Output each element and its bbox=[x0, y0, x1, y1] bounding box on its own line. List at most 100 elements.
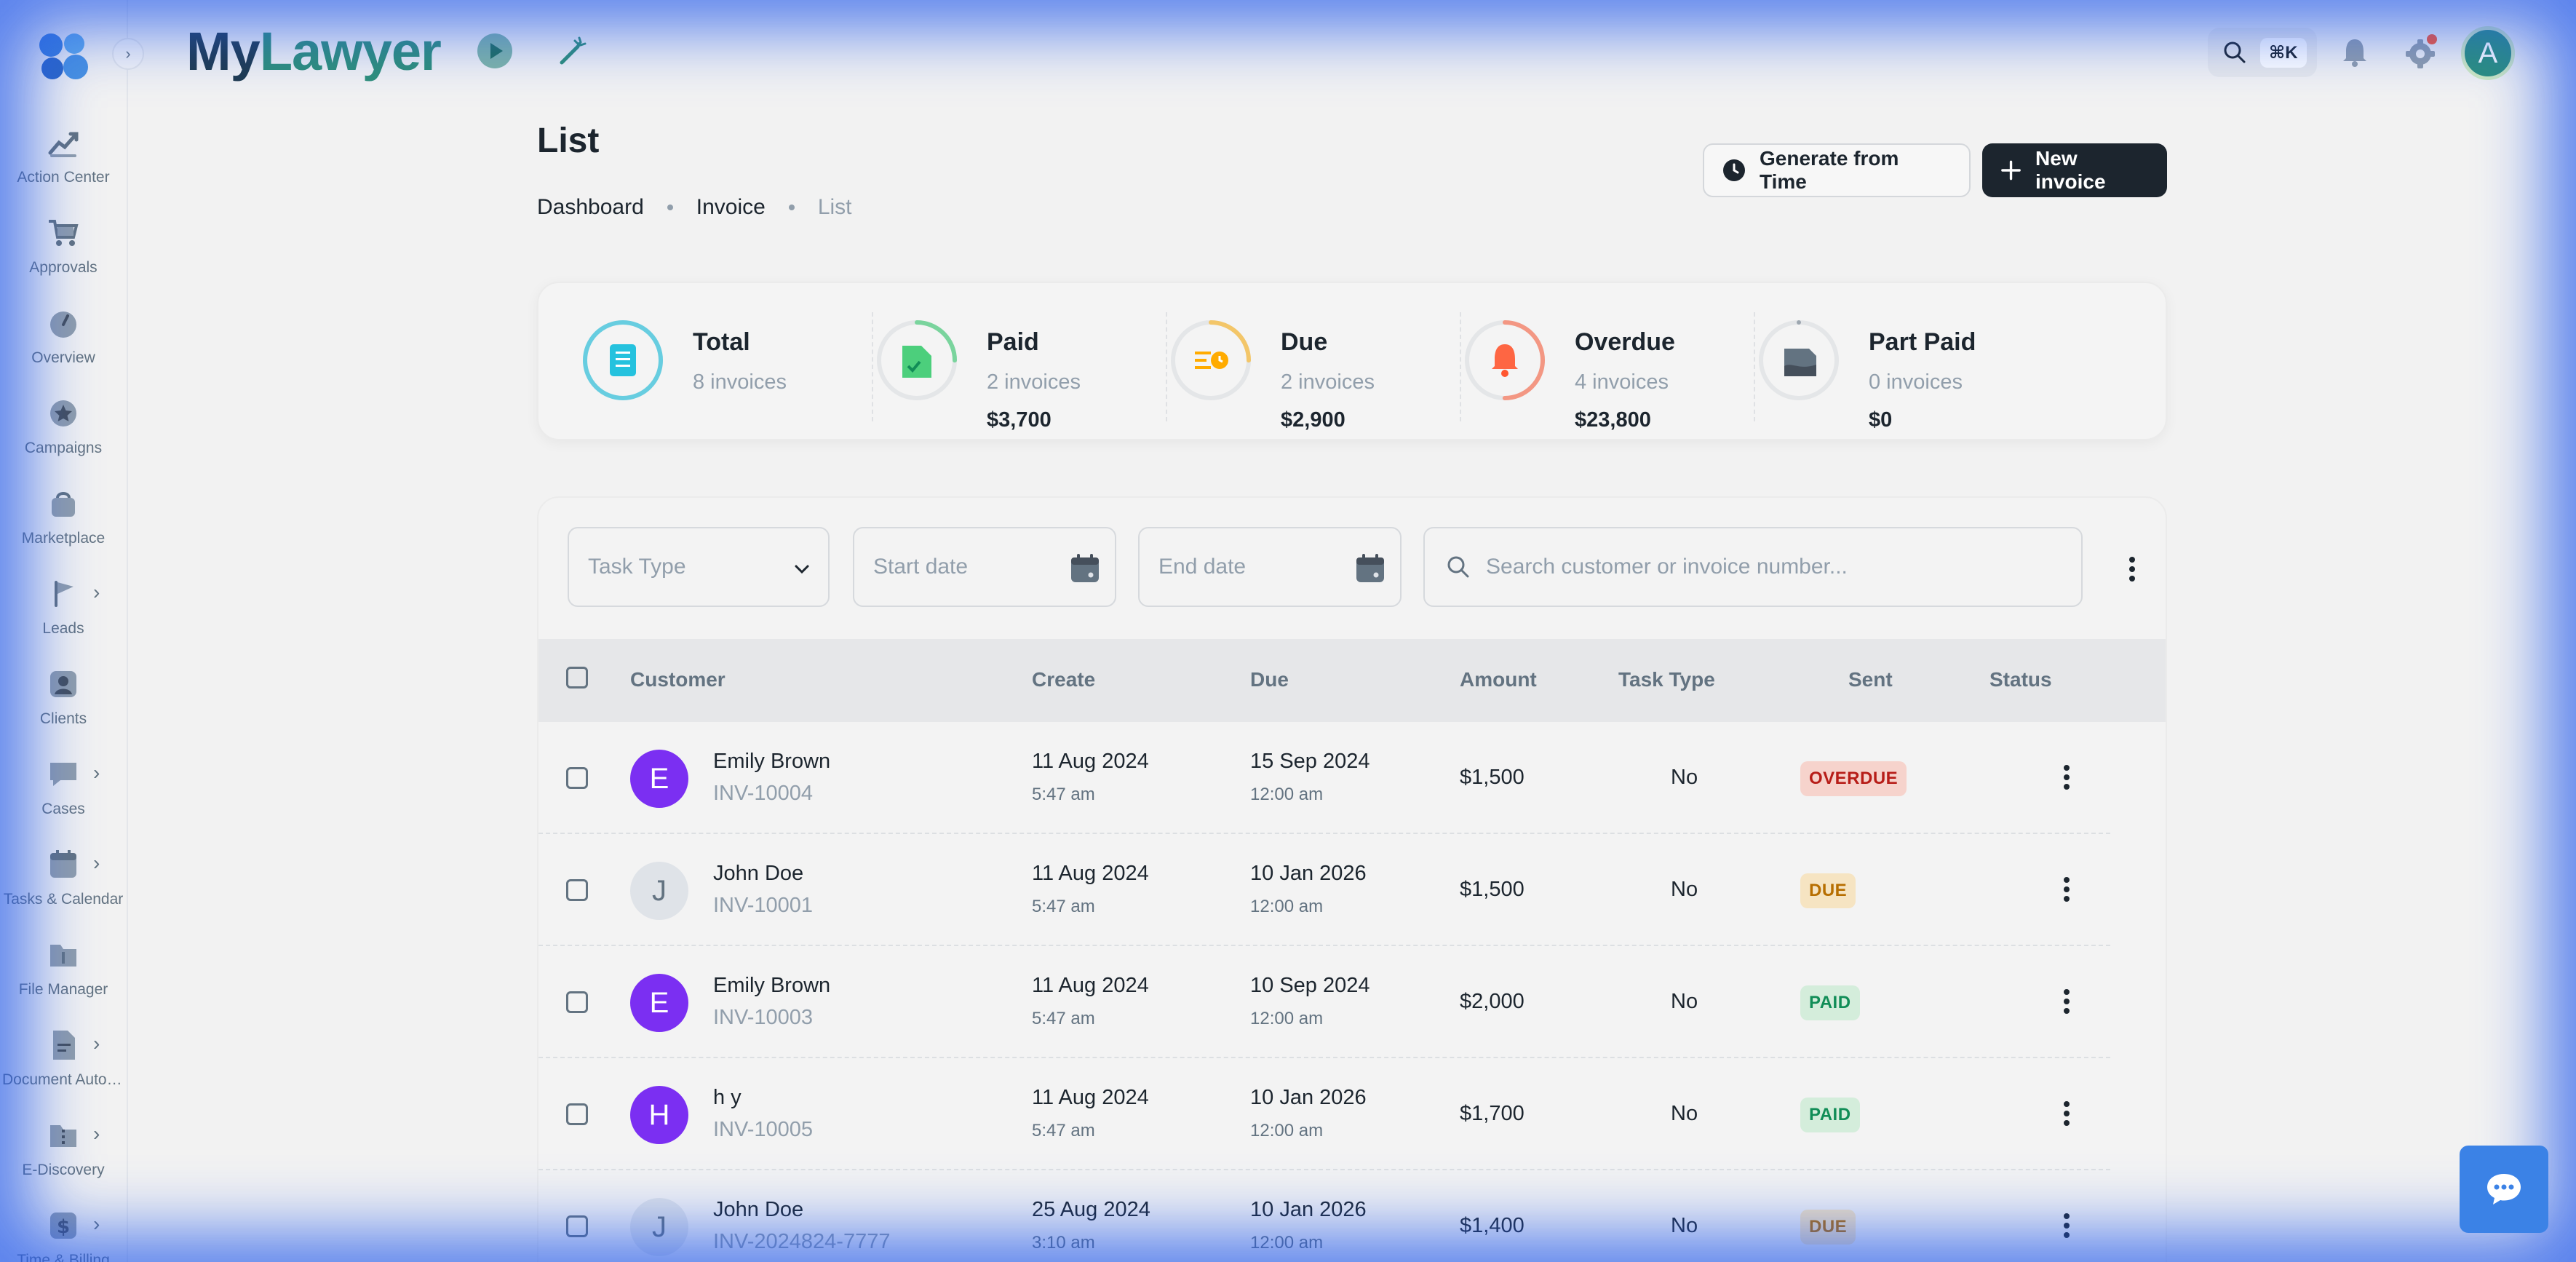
chevron-right-icon: › bbox=[93, 1213, 100, 1235]
new-invoice-button[interactable]: New invoice bbox=[1982, 143, 2167, 197]
summary-divider bbox=[872, 312, 873, 421]
create-time: 5:47 am bbox=[1032, 1121, 1095, 1140]
bag-icon bbox=[52, 492, 75, 517]
more-vertical-icon[interactable] bbox=[2059, 763, 2074, 792]
sidebar-item-e-discovery[interactable]: E-Discovery › bbox=[0, 1111, 127, 1191]
sidebar-item-file-manager[interactable]: File Manager bbox=[0, 930, 127, 1010]
customer-name[interactable]: John Doe bbox=[713, 1198, 804, 1221]
table-row[interactable]: J John Doe INV-2024824-7777 25 Aug 2024 3:10… bbox=[538, 1170, 2110, 1262]
due-date: 10 Jan 2026 bbox=[1250, 862, 1367, 885]
progress-ring-icon bbox=[583, 320, 663, 400]
invoice-number[interactable]: INV-10004 bbox=[713, 782, 814, 805]
column-header-customer[interactable]: Customer bbox=[630, 668, 726, 691]
chat-support-button[interactable] bbox=[2460, 1146, 2548, 1233]
more-vertical-icon[interactable] bbox=[2059, 987, 2074, 1016]
customer-name[interactable]: h y bbox=[713, 1086, 742, 1109]
due-time: 12:00 am bbox=[1250, 1009, 1324, 1028]
invoice-number[interactable]: INV-10003 bbox=[713, 1006, 814, 1029]
sidebar-item-campaigns[interactable]: Campaigns bbox=[0, 389, 127, 469]
sidebar-item-tasks-calendar[interactable]: Tasks & Calendar › bbox=[0, 840, 127, 920]
column-header-status[interactable]: Status bbox=[1989, 668, 2052, 691]
breadcrumb-separator bbox=[788, 205, 795, 210]
sidebar-item-overview[interactable]: Overview bbox=[0, 298, 127, 378]
row-checkbox[interactable] bbox=[566, 1103, 588, 1125]
column-header-create[interactable]: Create bbox=[1032, 668, 1096, 691]
user-avatar[interactable]: A bbox=[2461, 26, 2515, 80]
sidebar-item-label: Tasks & Calendar bbox=[3, 891, 124, 908]
chevron-right-icon: › bbox=[93, 581, 100, 603]
select-all-checkbox[interactable] bbox=[566, 667, 588, 688]
generate-from-time-button[interactable]: Generate from Time bbox=[1703, 143, 1971, 197]
customer-avatar: H bbox=[630, 1086, 688, 1144]
sidebar-item-action-center[interactable]: Action Center bbox=[0, 118, 127, 198]
customer-name[interactable]: Emily Brown bbox=[713, 750, 831, 773]
status-badge: DUE bbox=[1800, 873, 1856, 908]
more-vertical-icon[interactable] bbox=[2059, 875, 2074, 904]
calendar-icon[interactable] bbox=[1070, 553, 1100, 584]
create-date: 11 Aug 2024 bbox=[1032, 750, 1149, 773]
progress-ring-icon bbox=[1171, 320, 1251, 400]
sidebar-item-clients[interactable]: Clients bbox=[0, 659, 127, 739]
sidebar-item-label: Leads bbox=[42, 620, 84, 637]
sidebar-item-marketplace[interactable]: Marketplace bbox=[0, 479, 127, 559]
brand-wordmark[interactable]: MyLawyer bbox=[186, 20, 442, 82]
invoice-amount: $1,400 bbox=[1460, 1214, 1524, 1237]
invoice-number[interactable]: INV-10005 bbox=[713, 1118, 814, 1141]
start-date-input[interactable]: Start date bbox=[853, 527, 1116, 607]
column-header-sent[interactable]: Sent bbox=[1848, 668, 1893, 691]
column-header-amount[interactable]: Amount bbox=[1460, 668, 1537, 691]
sidebar-item-leads[interactable]: Leads › bbox=[0, 569, 127, 649]
more-vertical-icon[interactable] bbox=[2059, 1099, 2074, 1128]
app-logo-icon[interactable] bbox=[36, 29, 92, 84]
bell-icon[interactable] bbox=[2337, 35, 2372, 70]
folder-zip-icon bbox=[50, 1125, 76, 1147]
column-header-task-type[interactable]: Task Type bbox=[1618, 668, 1715, 691]
status-badge: DUE bbox=[1800, 1210, 1856, 1245]
brand-part-lawyer: Lawyer bbox=[259, 21, 442, 82]
global-search-button[interactable]: ⌘K bbox=[2208, 28, 2317, 77]
calendar-icon[interactable] bbox=[1355, 553, 1386, 584]
customer-name[interactable]: Emily Brown bbox=[713, 974, 831, 997]
settings-gear-icon[interactable] bbox=[2401, 33, 2439, 71]
sidebar-item-label: File Manager bbox=[18, 981, 108, 998]
magic-wand-icon[interactable] bbox=[553, 32, 591, 70]
breadcrumb-dashboard[interactable]: Dashboard bbox=[537, 195, 644, 219]
due-time: 12:00 am bbox=[1250, 897, 1324, 916]
play-circle-icon[interactable] bbox=[476, 32, 514, 70]
summary-amount: $23,800 bbox=[1575, 408, 1651, 432]
table-row[interactable]: E Emily Brown INV-10004 11 Aug 2024 5:47 am 1… bbox=[538, 722, 2110, 834]
progress-ring-icon bbox=[1759, 320, 1839, 400]
breadcrumb-separator bbox=[667, 205, 673, 210]
end-date-input[interactable]: End date bbox=[1138, 527, 1402, 607]
sidebar-item-document-automation[interactable]: Document Automation › bbox=[0, 1020, 127, 1100]
sidebar-item-approvals[interactable]: Approvals bbox=[0, 208, 127, 288]
customer-name[interactable]: John Doe bbox=[713, 862, 804, 885]
more-vertical-icon[interactable] bbox=[2125, 555, 2139, 584]
row-checkbox[interactable] bbox=[566, 1215, 588, 1237]
row-checkbox[interactable] bbox=[566, 991, 588, 1013]
customer-avatar: J bbox=[630, 862, 688, 920]
sidebar-collapse-button[interactable]: › bbox=[112, 38, 144, 70]
invoice-number[interactable]: INV-10001 bbox=[713, 894, 814, 917]
sidebar-item-cases[interactable]: Cases › bbox=[0, 750, 127, 830]
row-checkbox[interactable] bbox=[566, 767, 588, 789]
plus-icon bbox=[2001, 160, 2021, 180]
chevron-right-icon: › bbox=[93, 852, 100, 874]
search-icon bbox=[2224, 41, 2246, 63]
breadcrumb-invoice[interactable]: Invoice bbox=[696, 195, 766, 219]
summary-title: Due bbox=[1281, 328, 1328, 356]
table-row[interactable]: E Emily Brown INV-10003 11 Aug 2024 5:47 am 1… bbox=[538, 946, 2110, 1058]
status-badge: PAID bbox=[1800, 985, 1860, 1020]
row-checkbox[interactable] bbox=[566, 879, 588, 901]
customer-avatar-initial: E bbox=[649, 986, 669, 1019]
sent-value: No bbox=[1671, 878, 1698, 901]
column-header-due[interactable]: Due bbox=[1250, 668, 1289, 691]
sidebar-item-time-billing[interactable]: $ Time & Billing › bbox=[0, 1201, 127, 1262]
search-input[interactable]: Search customer or invoice number... bbox=[1423, 527, 2083, 607]
more-vertical-icon[interactable] bbox=[2059, 1211, 2074, 1240]
invoice-number[interactable]: INV-2024824-7777 bbox=[713, 1230, 891, 1253]
sidebar-item-label: Clients bbox=[39, 710, 87, 727]
task-type-select[interactable]: Task Type bbox=[568, 527, 830, 607]
table-row[interactable]: J John Doe INV-10001 11 Aug 2024 5:47 am 10 J… bbox=[538, 834, 2110, 946]
